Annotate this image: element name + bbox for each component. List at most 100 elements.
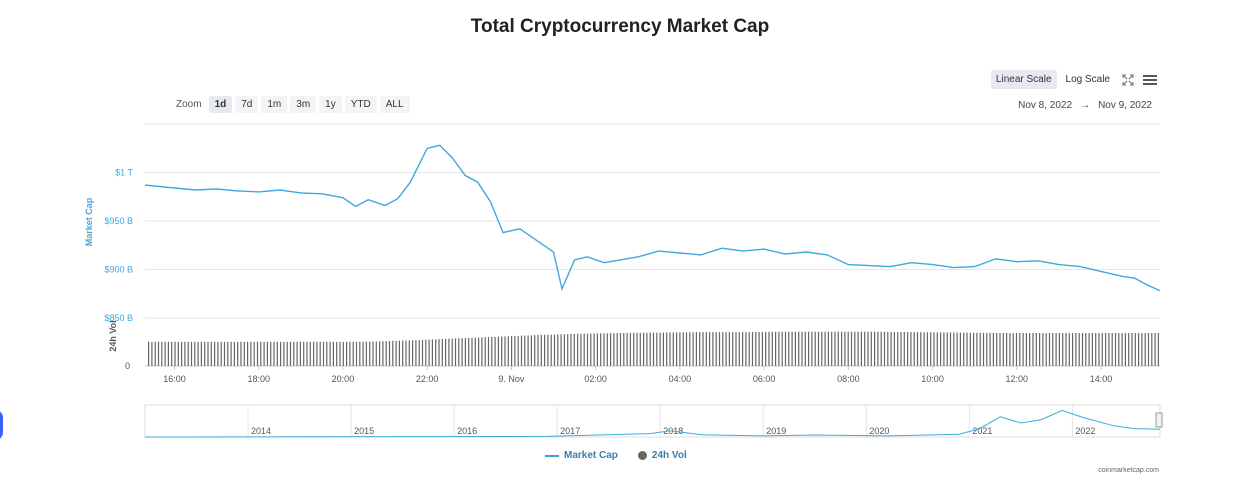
legend-market-cap[interactable]: Market Cap	[545, 450, 618, 461]
volume-bar	[755, 332, 757, 366]
volume-bar	[230, 341, 232, 366]
volume-bar	[834, 331, 836, 366]
zoom-1m-button[interactable]: 1m	[261, 96, 288, 113]
x-tick-label: 14:00	[1090, 374, 1113, 384]
volume-bar	[332, 341, 334, 366]
volume-bar	[715, 332, 717, 366]
volume-bar	[956, 332, 958, 366]
date-range: Nov 8, 2022 → Nov 9, 2022	[1014, 100, 1156, 111]
zoom-all-button[interactable]: ALL	[379, 96, 410, 113]
volume-bar	[286, 341, 288, 366]
volume-bar	[283, 341, 285, 366]
volume-bar	[187, 341, 189, 366]
volume-bar	[1035, 333, 1037, 366]
volume-bar	[860, 331, 862, 366]
volume-bar	[676, 332, 678, 366]
volume-bar	[266, 341, 268, 366]
x-tick-label: 04:00	[669, 374, 692, 384]
volume-bar	[527, 335, 529, 366]
volume-bar	[524, 335, 526, 366]
volume-bar	[877, 331, 879, 366]
linear-scale-button[interactable]: Linear Scale	[990, 70, 1057, 89]
volume-bar	[435, 339, 437, 366]
volume-bar	[966, 332, 968, 366]
volume-bar	[781, 331, 783, 366]
volume-bar	[1105, 333, 1107, 366]
y-tick-label: $950 B	[104, 216, 133, 226]
volume-bar	[1144, 333, 1146, 366]
volume-bar	[296, 341, 298, 366]
zoom-1y-button[interactable]: 1y	[319, 96, 342, 113]
volume-bar	[362, 341, 364, 366]
volume-bar	[735, 332, 737, 366]
volume-bar	[1032, 333, 1034, 366]
volume-bar	[821, 331, 823, 366]
volume-bar	[388, 341, 391, 366]
volume-bar	[854, 331, 856, 366]
volume-bar	[669, 332, 671, 366]
volume-bar	[375, 341, 377, 366]
volume-bar	[940, 332, 942, 366]
volume-bar	[791, 331, 793, 366]
range-from[interactable]: Nov 8, 2022	[1018, 100, 1073, 111]
volume-bar	[468, 337, 470, 366]
volume-bar	[748, 332, 750, 366]
volume-bar	[534, 335, 536, 366]
y-tick-label: $900 B	[104, 265, 133, 275]
volume-bar	[441, 339, 443, 366]
volume-bar	[943, 332, 945, 366]
navigator-year-label: 2016	[457, 426, 477, 436]
volume-bar	[421, 339, 424, 366]
log-scale-button[interactable]: Log Scale	[1065, 74, 1110, 85]
axis-labels: $850 B $900 B $950 B $1 T Market Cap 24h Vol 0…	[84, 168, 1112, 385]
volume-bar	[916, 332, 919, 366]
volume-bar	[1118, 333, 1120, 366]
volume-bar	[1147, 333, 1150, 366]
volume-bar	[1009, 333, 1011, 366]
fullscreen-icon[interactable]	[1119, 71, 1137, 89]
volume-bar	[544, 334, 546, 366]
volume-bar	[204, 341, 206, 366]
volume-bar	[1029, 333, 1031, 366]
x-tick-label: 02:00	[584, 374, 607, 384]
menu-icon[interactable]	[1141, 71, 1159, 89]
zoom-3m-button[interactable]: 3m	[290, 96, 317, 113]
volume-bar	[610, 333, 612, 366]
volume-bar	[745, 332, 747, 366]
volume-bar	[893, 331, 895, 366]
chart-toolbar: Linear Scale Log Scale	[990, 70, 1159, 89]
volume-bar	[946, 332, 948, 366]
volume-bar	[652, 332, 655, 366]
volume-bar	[1072, 333, 1074, 366]
volume-bar	[550, 334, 552, 366]
legend-volume[interactable]: 24h Vol	[637, 450, 687, 461]
volume-bar	[603, 333, 605, 366]
volume-bar	[847, 331, 849, 366]
volume-bar	[154, 341, 156, 366]
volume-bar	[194, 341, 196, 366]
zoom-1d-button[interactable]: 1d	[208, 96, 233, 113]
volume-bar	[1134, 333, 1136, 366]
volume-bar	[445, 338, 447, 366]
volume-bar	[1019, 333, 1021, 366]
volume-bar	[270, 341, 272, 366]
volume-bar	[1062, 333, 1064, 366]
volume-bar	[718, 332, 721, 366]
x-tick-label: 9. Nov	[498, 374, 525, 384]
zoom-7d-button[interactable]: 7d	[235, 96, 259, 113]
credits[interactable]: coinmarketcap.com	[1098, 467, 1159, 474]
volume-bar	[322, 341, 325, 366]
volume-bar	[986, 332, 988, 366]
side-widget-button[interactable]	[0, 410, 3, 440]
range-to[interactable]: Nov 9, 2022	[1098, 100, 1152, 111]
navigator-handle	[1155, 412, 1163, 428]
volume-bar	[309, 341, 311, 366]
legend-market-cap-label: Market Cap	[564, 450, 618, 461]
volume-bar	[725, 332, 727, 366]
volume-bar	[289, 341, 292, 366]
volume-bar	[606, 333, 608, 366]
volume-bar	[897, 332, 899, 366]
volume-bar	[784, 331, 787, 366]
zoom-ytd-button[interactable]: YTD	[344, 96, 377, 113]
